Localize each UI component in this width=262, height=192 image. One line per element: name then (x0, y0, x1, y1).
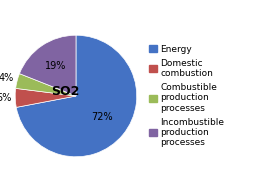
Text: SO2: SO2 (51, 85, 79, 98)
Wedge shape (16, 74, 76, 96)
Text: 72%: 72% (91, 112, 113, 122)
Text: 4%: 4% (0, 73, 14, 83)
Text: 19%: 19% (45, 61, 66, 71)
Legend: Energy, Domestic
combustion, Combustible
production
processes, Incombustible
pro: Energy, Domestic combustion, Combustible… (149, 45, 224, 147)
Wedge shape (16, 35, 137, 157)
Wedge shape (15, 88, 76, 107)
Wedge shape (19, 35, 76, 96)
Text: 5%: 5% (0, 93, 12, 103)
